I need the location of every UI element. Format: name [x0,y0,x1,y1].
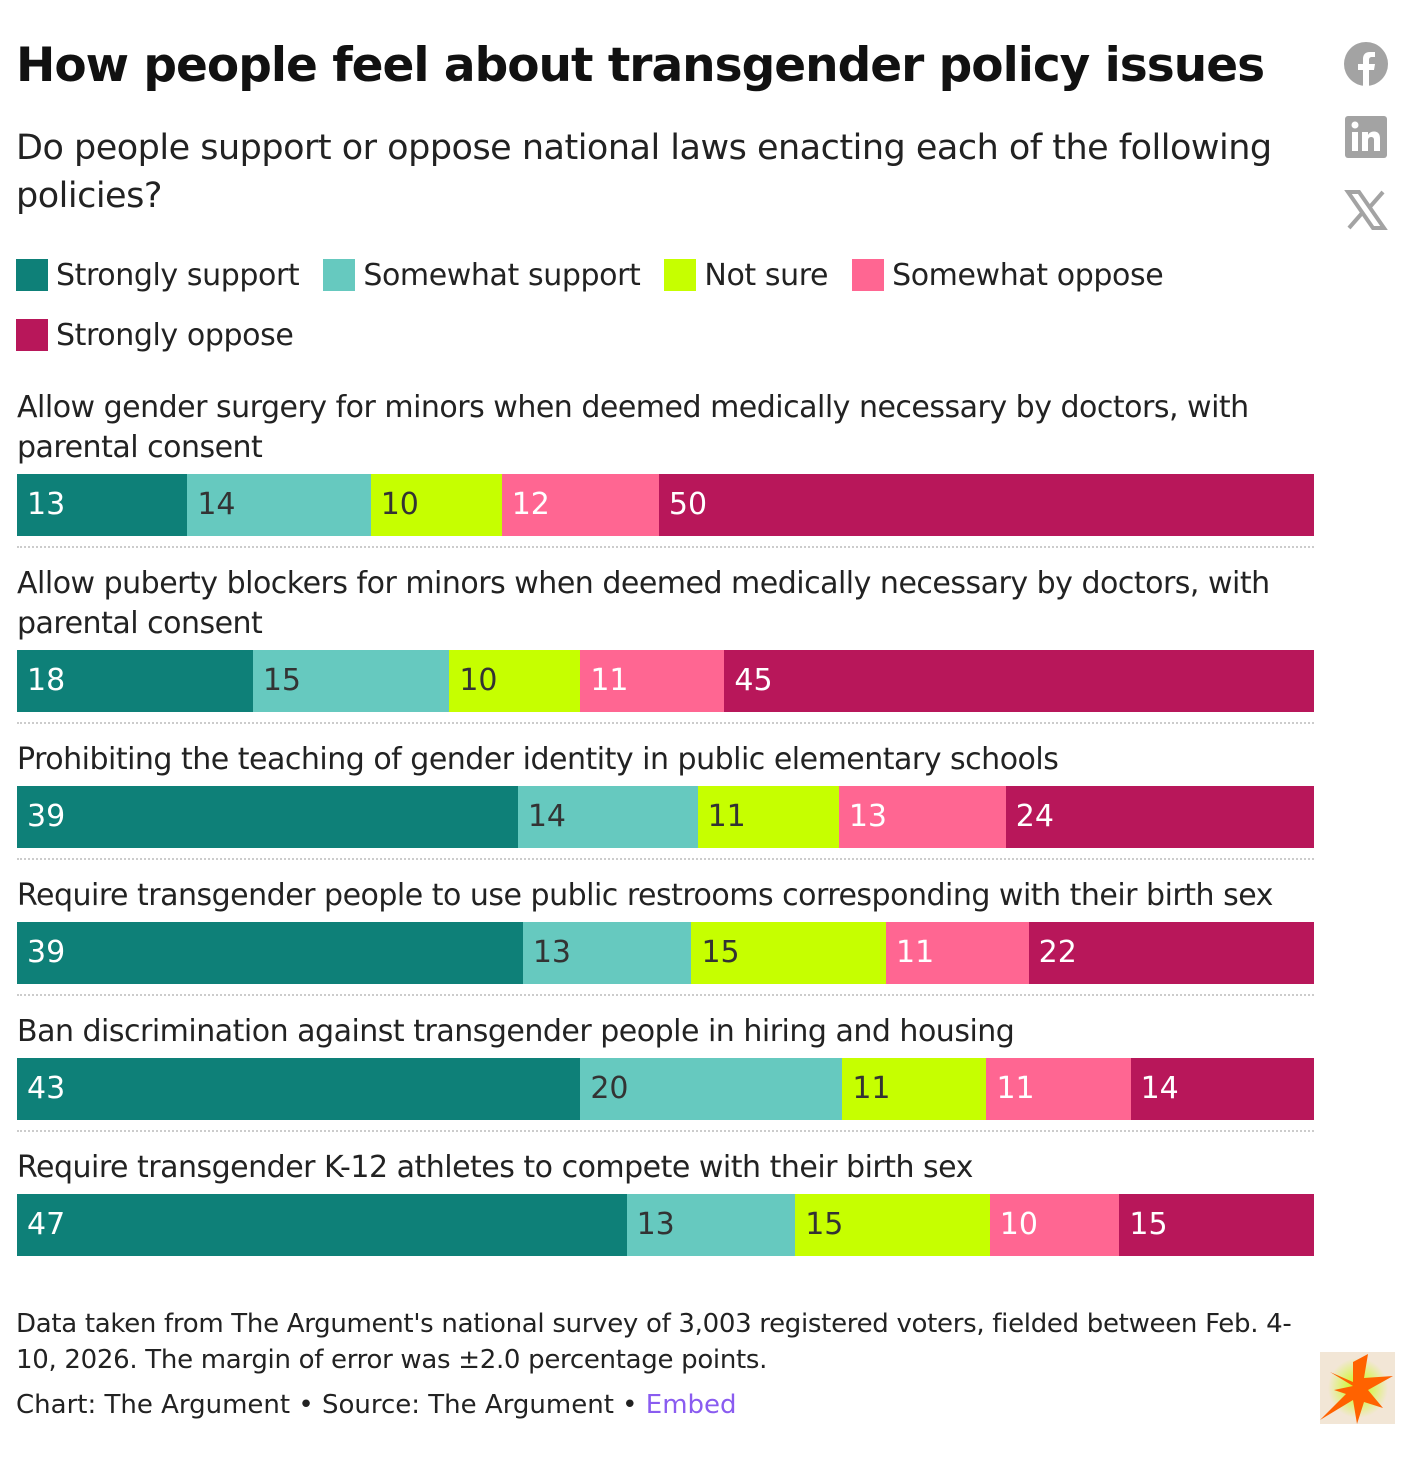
bar-segment-strongly-oppose: 50 [658,474,1314,536]
legend-label: Somewhat oppose [892,257,1164,293]
bar-segment-somewhat-support: 14 [187,474,371,536]
separator: • [290,1390,322,1420]
embed-link[interactable]: Embed [645,1390,737,1420]
stacked-bar: 39 13 15 11 22 [17,922,1314,984]
bar-segment-not-sure: 10 [449,650,581,712]
bar-segment-somewhat-oppose: 11 [986,1058,1131,1120]
legend-label: Not sure [704,257,829,293]
legend-item: Strongly oppose [16,316,294,354]
bar-segment-somewhat-support: 20 [580,1058,843,1120]
bar-segment-somewhat-oppose: 10 [989,1194,1120,1256]
category-label: Allow puberty blockers for minors when d… [17,566,1270,641]
chart-row: Allow puberty blockers for minors when d… [17,564,1314,724]
legend-label: Somewhat support [363,257,641,293]
bar-segment-strongly-oppose: 15 [1119,1194,1314,1256]
bar-segment-strongly-support: 47 [17,1194,627,1256]
bar-segment-not-sure: 10 [370,474,502,536]
chart-row: Prohibiting the teaching of gender ident… [17,740,1314,860]
legend-item: Somewhat support [323,256,641,294]
facebook-icon[interactable] [1342,40,1390,88]
stacked-bar-chart: Allow gender surgery for minors when dee… [17,388,1314,1282]
category-label: Require transgender K-12 athletes to com… [17,1150,973,1185]
category-label: Ban discrimination against transgender p… [17,1014,1015,1049]
stacked-bar: 13 14 10 12 50 [17,474,1314,536]
category-label: Allow gender surgery for minors when dee… [17,390,1249,465]
chart-title: How people feel about transgender policy… [16,38,1265,93]
chart-row: Require transgender K-12 athletes to com… [17,1148,1314,1266]
legend-label: Strongly oppose [56,317,294,353]
legend: Strongly support Somewhat support Not sure… [16,256,1276,354]
bar-segment-not-sure: 11 [697,786,839,848]
stacked-bar: 47 13 15 10 15 [17,1194,1314,1256]
linkedin-icon[interactable] [1342,113,1390,161]
legend-item: Strongly support [16,256,300,294]
legend-swatch [323,259,356,291]
bar-segment-strongly-oppose: 24 [1005,786,1314,848]
separator: • [613,1390,646,1420]
bar-segment-somewhat-oppose: 13 [838,786,1006,848]
legend-item: Not sure [664,256,828,294]
credit-line: Chart: The Argument • Source: The Argume… [16,1390,737,1420]
chart-row: Require transgender people to use public… [17,876,1314,996]
stacked-bar: 43 20 11 11 14 [17,1058,1314,1120]
bar-segment-not-sure: 11 [842,1058,987,1120]
bar-segment-somewhat-support: 15 [252,650,450,712]
bar-segment-somewhat-oppose: 12 [501,474,659,536]
chart-row: Allow gender surgery for minors when dee… [17,388,1314,548]
chart-credit: Chart: The Argument [16,1390,291,1420]
legend-swatch [852,259,885,291]
bar-segment-strongly-oppose: 22 [1028,922,1314,984]
bar-segment-somewhat-oppose: 11 [885,922,1029,984]
stacked-bar: 18 15 10 11 45 [17,650,1314,712]
bar-segment-strongly-support: 13 [17,474,188,536]
footnote: Data taken from The Argument's national … [16,1309,1292,1375]
bar-segment-strongly-support: 39 [17,922,523,984]
chart-row: Ban discrimination against transgender p… [17,1012,1314,1132]
bar-segment-not-sure: 15 [691,922,886,984]
bar-segment-somewhat-oppose: 11 [580,650,725,712]
legend-label: Strongly support [56,257,300,293]
stacked-bar: 39 14 11 13 24 [17,786,1314,848]
legend-swatch [16,259,48,291]
source-credit: Source: The Argument [321,1390,614,1420]
bar-segment-strongly-support: 39 [17,786,518,848]
bar-segment-strongly-support: 43 [17,1058,581,1120]
bar-segment-somewhat-support: 13 [522,922,692,984]
bar-segment-strongly-oppose: 45 [724,650,1314,712]
category-label: Prohibiting the teaching of gender ident… [17,742,1059,777]
category-label: Require transgender people to use public… [17,878,1273,913]
bar-segment-somewhat-support: 13 [626,1194,796,1256]
chart-subtitle: Do people support or oppose national law… [16,128,1272,216]
bar-segment-strongly-support: 18 [17,650,253,712]
legend-item: Somewhat oppose [852,256,1164,294]
bar-segment-not-sure: 15 [795,1194,990,1256]
the-argument-logo [1320,1352,1395,1424]
bar-segment-strongly-oppose: 14 [1130,1058,1314,1120]
bar-segment-somewhat-support: 14 [517,786,698,848]
legend-swatch [664,259,697,291]
x-icon[interactable] [1342,186,1390,234]
legend-swatch [16,319,48,351]
